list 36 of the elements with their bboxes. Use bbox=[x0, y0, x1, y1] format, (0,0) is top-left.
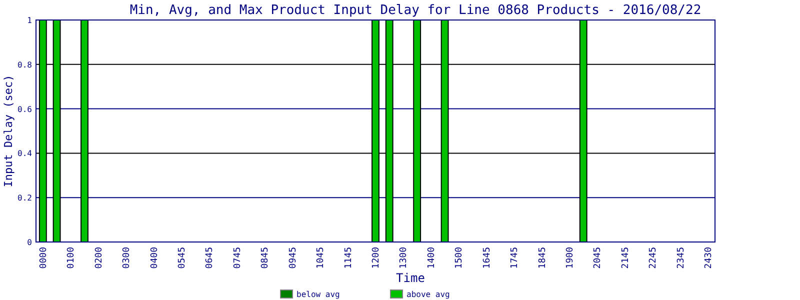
x-tick-label: 1045 bbox=[316, 247, 326, 269]
x-tick-label: 1145 bbox=[344, 247, 354, 269]
x-tick-label: 2345 bbox=[676, 247, 686, 269]
x-tick-label: 0745 bbox=[232, 247, 243, 269]
legend-label: below avg bbox=[296, 290, 340, 299]
x-tick-label: 0300 bbox=[122, 247, 132, 269]
y-axis-title: Input Delay (sec) bbox=[2, 74, 15, 188]
x-tick-label: 0945 bbox=[288, 247, 298, 269]
x-tick-label: 2430 bbox=[704, 247, 714, 269]
x-tick-label: 1400 bbox=[426, 247, 437, 269]
x-tick-label: 1200 bbox=[372, 247, 382, 269]
x-tick-label: 0545 bbox=[178, 247, 188, 269]
legend-label: above avg bbox=[406, 290, 450, 299]
x-tick-label: 0000 bbox=[38, 247, 49, 269]
x-tick-label: 1500 bbox=[454, 247, 465, 269]
y-tick-label: 0 bbox=[27, 238, 32, 247]
x-tick-label: 2145 bbox=[620, 247, 631, 269]
y-tick-label: 0.4 bbox=[18, 149, 32, 158]
y-tick-label: 1 bbox=[27, 16, 32, 25]
x-tick-label: 0200 bbox=[94, 247, 104, 269]
x-tick-label: 0100 bbox=[66, 247, 77, 269]
x-tick-label: 1645 bbox=[482, 247, 492, 269]
y-tick-label: 0.8 bbox=[18, 60, 32, 70]
y-tick-label: 0.6 bbox=[18, 104, 32, 114]
x-tick-label: 2245 bbox=[648, 247, 659, 269]
x-axis-title: Time bbox=[396, 271, 425, 285]
x-tick-label: 1745 bbox=[510, 247, 520, 269]
x-tick-label: 1300 bbox=[399, 247, 410, 269]
x-tick-label: 1845 bbox=[538, 247, 548, 269]
chart-title: Min, Avg, and Max Product Input Delay for Line 0868 Products - 2016/08/22 bbox=[130, 3, 702, 18]
x-tick-label: 1900 bbox=[566, 247, 576, 269]
x-tick-label: 0645 bbox=[205, 247, 216, 269]
x-tick-label: 2045 bbox=[593, 247, 604, 269]
y-tick-label: 0.2 bbox=[18, 194, 32, 203]
x-tick-label: 0400 bbox=[150, 247, 160, 269]
x-tick-label: 0845 bbox=[260, 247, 271, 269]
